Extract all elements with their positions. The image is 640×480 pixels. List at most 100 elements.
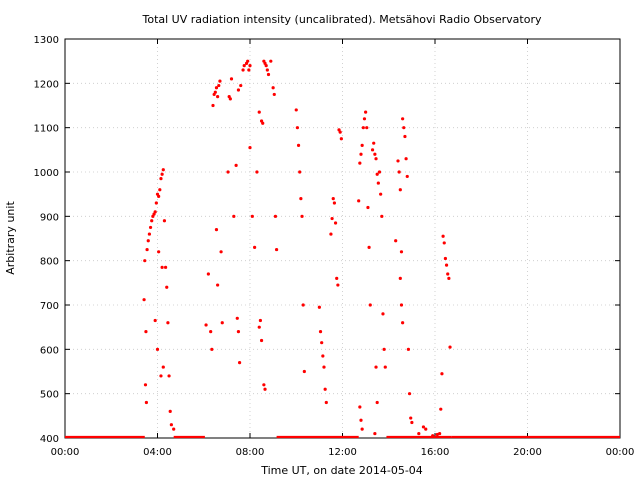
- data-point: [399, 250, 404, 254]
- data-point: [409, 416, 413, 420]
- data-point: [440, 372, 444, 376]
- data-point: [213, 90, 217, 94]
- data-point: [396, 159, 400, 163]
- data-point: [211, 103, 215, 108]
- y-tick-label: 400: [40, 434, 59, 445]
- data-point: [153, 210, 157, 214]
- data-point: [322, 365, 326, 369]
- data-point: [226, 170, 230, 174]
- data-point: [398, 188, 402, 192]
- data-point: [448, 345, 452, 349]
- data-point: [407, 392, 412, 396]
- data-point: [372, 141, 376, 145]
- data-point: [218, 79, 222, 83]
- data-point: [359, 152, 363, 156]
- data-point: [271, 86, 275, 90]
- data-point: [317, 305, 321, 309]
- data-point: [375, 400, 379, 405]
- data-point: [295, 126, 300, 130]
- data-point: [258, 318, 263, 323]
- data-point: [229, 77, 234, 81]
- data-point: [161, 168, 165, 172]
- data-point: [329, 232, 333, 236]
- data-point: [360, 143, 364, 147]
- x-tick-label: 04:00: [143, 447, 172, 458]
- data-point: [214, 228, 219, 232]
- data-point: [228, 97, 232, 101]
- data-point: [259, 338, 264, 343]
- data-point: [377, 170, 382, 174]
- data-point: [247, 68, 251, 72]
- data-point: [431, 434, 435, 438]
- data-point: [404, 157, 408, 161]
- data-point: [331, 197, 335, 201]
- data-point: [300, 214, 304, 218]
- data-point: [441, 234, 445, 238]
- data-point: [210, 347, 214, 351]
- data-point: [204, 323, 208, 327]
- y-tick-label: 1300: [34, 35, 59, 46]
- data-point: [333, 221, 338, 225]
- data-point: [147, 232, 152, 236]
- data-point: [142, 298, 146, 302]
- data-point: [162, 219, 167, 223]
- data-point: [376, 181, 380, 185]
- data-point: [358, 405, 362, 409]
- data-point: [150, 219, 154, 223]
- data-point: [163, 265, 168, 269]
- data-point: [167, 374, 171, 378]
- data-point: [444, 263, 449, 267]
- data-point: [219, 250, 223, 254]
- data-point: [442, 241, 446, 245]
- data-point: [406, 347, 411, 351]
- data-points: [65, 59, 620, 439]
- y-tick-label: 1100: [34, 124, 59, 135]
- data-point: [217, 83, 221, 88]
- data-point: [301, 303, 305, 307]
- data-point: [157, 194, 161, 198]
- chart-title: Total UV radiation intensity (uncalibrat…: [142, 13, 542, 26]
- data-point: [335, 276, 339, 280]
- data-point: [299, 197, 303, 201]
- y-tick-label: 600: [40, 345, 59, 356]
- data-point: [367, 245, 371, 249]
- data-point: [262, 383, 266, 387]
- data-point: [382, 347, 386, 351]
- grid-lines: [65, 39, 620, 438]
- data-point: [320, 341, 324, 345]
- data-point: [144, 330, 148, 334]
- data-point: [359, 418, 363, 422]
- data-point: [216, 95, 220, 99]
- data-point: [144, 400, 148, 405]
- data-point: [255, 170, 259, 174]
- data-point: [405, 174, 409, 179]
- data-point: [235, 316, 239, 320]
- data-point: [241, 68, 245, 72]
- data-point: [357, 199, 361, 203]
- data-point: [323, 387, 327, 391]
- y-tick-label: 900: [40, 212, 59, 223]
- data-point: [239, 83, 243, 88]
- data-point: [234, 163, 238, 167]
- data-point: [257, 110, 261, 114]
- data-point: [403, 134, 407, 139]
- data-point: [368, 303, 372, 307]
- data-point: [206, 272, 210, 276]
- data-point: [332, 201, 337, 205]
- data-point: [264, 64, 268, 68]
- x-tick-label: 20:00: [513, 447, 542, 458]
- data-point: [447, 276, 451, 280]
- data-point: [159, 177, 163, 181]
- data-point: [160, 265, 164, 269]
- data-point: [321, 354, 325, 358]
- data-point: [366, 205, 370, 210]
- y-tick-label: 1200: [34, 79, 59, 90]
- y-axis-label: Arbitrary unit: [4, 201, 17, 275]
- data-point: [380, 214, 384, 218]
- data-point: [248, 146, 252, 150]
- data-point: [383, 365, 387, 369]
- x-tick-label: 08:00: [236, 447, 265, 458]
- data-point: [236, 330, 241, 334]
- data-point: [398, 276, 402, 280]
- data-point: [358, 161, 362, 165]
